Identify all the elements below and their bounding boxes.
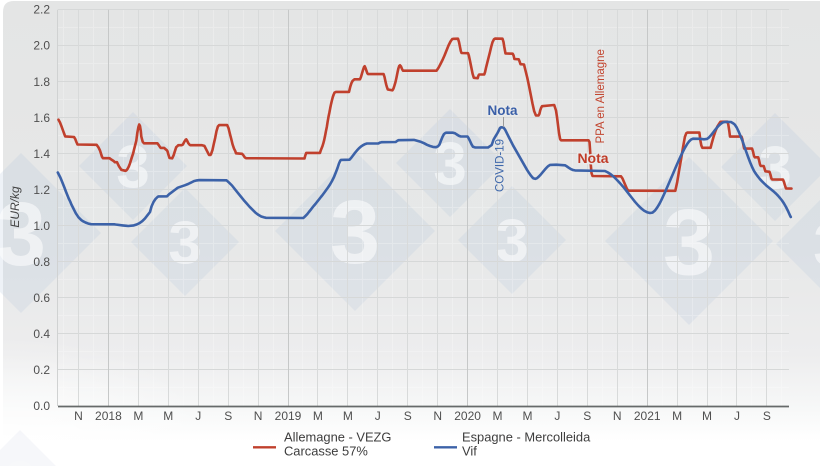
svg-text:3: 3 <box>433 130 466 197</box>
svg-text:3: 3 <box>0 185 46 285</box>
svg-text:1.2: 1.2 <box>33 183 50 197</box>
svg-text:M: M <box>343 409 353 423</box>
svg-text:M: M <box>313 409 323 423</box>
svg-text:S: S <box>224 409 232 423</box>
svg-text:0.4: 0.4 <box>33 327 50 341</box>
svg-text:Nota: Nota <box>577 150 608 166</box>
svg-text:0.8: 0.8 <box>33 255 50 269</box>
svg-text:S: S <box>583 409 591 423</box>
svg-text:2020: 2020 <box>454 409 481 423</box>
svg-text:M: M <box>163 409 173 423</box>
svg-text:3: 3 <box>168 209 201 276</box>
svg-text:Carcasse 57%: Carcasse 57% <box>284 444 368 459</box>
svg-text:0.0: 0.0 <box>33 399 50 413</box>
svg-text:J: J <box>554 409 560 423</box>
svg-text:M: M <box>702 409 712 423</box>
svg-text:J: J <box>195 409 201 423</box>
svg-text:S: S <box>404 409 412 423</box>
svg-text:Vif: Vif <box>462 444 477 459</box>
svg-text:Allemagne - VEZG: Allemagne - VEZG <box>284 430 391 445</box>
svg-text:Espagne - Mercolleida: Espagne - Mercolleida <box>462 430 591 445</box>
svg-text:2021: 2021 <box>634 409 661 423</box>
svg-text:0.2: 0.2 <box>33 363 50 377</box>
svg-text:J: J <box>375 409 381 423</box>
svg-text:N: N <box>433 409 442 423</box>
svg-text:N: N <box>613 409 622 423</box>
svg-text:2.0: 2.0 <box>33 39 50 53</box>
svg-text:0.6: 0.6 <box>33 291 50 305</box>
svg-text:3: 3 <box>813 211 820 278</box>
svg-text:2.2: 2.2 <box>33 3 50 17</box>
svg-text:PPA en Allemagne: PPA en Allemagne <box>595 49 607 143</box>
svg-text:M: M <box>523 409 533 423</box>
svg-text:1.6: 1.6 <box>33 111 50 125</box>
svg-text:1.0: 1.0 <box>33 219 50 233</box>
svg-text:2018: 2018 <box>95 409 122 423</box>
svg-text:1.4: 1.4 <box>33 147 50 161</box>
svg-text:N: N <box>74 409 83 423</box>
svg-text:Nota: Nota <box>488 103 518 118</box>
svg-text:N: N <box>254 409 263 423</box>
svg-text:2019: 2019 <box>275 409 302 423</box>
svg-text:COVID-19: COVID-19 <box>495 139 507 192</box>
svg-text:3: 3 <box>330 183 380 283</box>
svg-text:3: 3 <box>663 189 715 294</box>
svg-text:M: M <box>672 409 682 423</box>
svg-text:M: M <box>133 409 143 423</box>
svg-text:S: S <box>763 409 771 423</box>
svg-text:1.8: 1.8 <box>33 75 50 89</box>
svg-text:J: J <box>734 409 740 423</box>
svg-text:EUR/kg: EUR/kg <box>8 186 22 228</box>
svg-text:3: 3 <box>4 449 35 466</box>
svg-text:3: 3 <box>495 207 528 274</box>
svg-text:M: M <box>493 409 503 423</box>
